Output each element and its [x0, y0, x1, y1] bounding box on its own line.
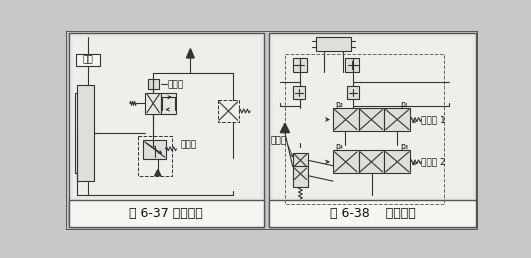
Bar: [345, 58, 359, 72]
Bar: [143, 140, 166, 159]
Bar: [293, 58, 306, 72]
Text: 图 6-37 节能回路: 图 6-37 节能回路: [130, 207, 203, 220]
Text: 负载: 负载: [83, 56, 93, 65]
Bar: [285, 54, 444, 204]
Bar: [384, 108, 410, 131]
Text: 手动阀: 手动阀: [271, 136, 287, 146]
Bar: [273, 37, 472, 197]
Polygon shape: [155, 170, 161, 176]
Text: 换向阀 2: 换向阀 2: [421, 157, 445, 166]
Bar: [384, 150, 410, 173]
Text: 电磁阀: 电磁阀: [167, 80, 183, 89]
Text: p₁: p₁: [400, 100, 408, 109]
Text: 减压阀: 减压阀: [181, 140, 196, 149]
Text: p₂: p₂: [335, 100, 344, 109]
Bar: [333, 108, 358, 131]
Polygon shape: [186, 49, 194, 58]
Bar: [161, 93, 176, 114]
Text: 换向阀 1: 换向阀 1: [421, 115, 446, 124]
Bar: [333, 150, 358, 173]
Bar: [77, 85, 95, 181]
Bar: [138, 136, 172, 176]
Bar: [68, 200, 264, 227]
Ellipse shape: [275, 82, 286, 103]
Bar: [269, 200, 476, 227]
Bar: [68, 33, 264, 227]
Bar: [358, 150, 384, 173]
Bar: [316, 37, 351, 51]
Text: 图 6-38    振荡回路: 图 6-38 振荡回路: [330, 207, 415, 220]
Bar: [73, 37, 260, 197]
Polygon shape: [280, 123, 289, 133]
Bar: [269, 33, 476, 227]
Ellipse shape: [223, 153, 243, 191]
Bar: [145, 93, 161, 114]
Text: p₃: p₃: [400, 142, 408, 151]
Bar: [148, 79, 159, 90]
Text: p₄: p₄: [335, 142, 343, 151]
Bar: [76, 54, 100, 66]
Bar: [347, 86, 359, 99]
Bar: [293, 86, 305, 99]
Bar: [218, 100, 239, 122]
Bar: [293, 153, 308, 187]
Ellipse shape: [444, 82, 455, 103]
Bar: [358, 108, 384, 131]
